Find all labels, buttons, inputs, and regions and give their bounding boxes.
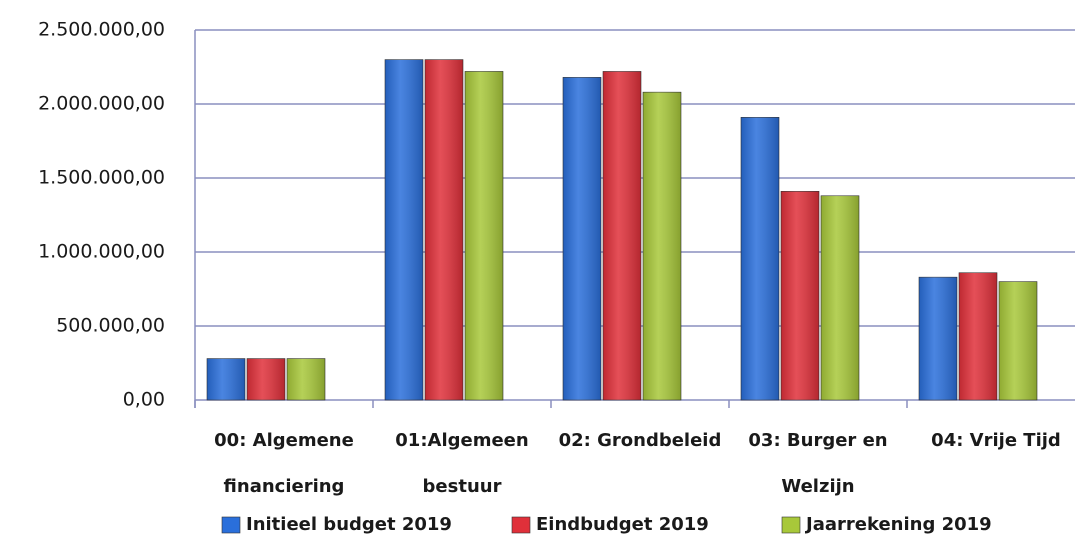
y-tick-label: 1.500.000,00 <box>38 167 165 189</box>
bar <box>286 358 326 401</box>
y-tick-label: 2.500.000,00 <box>38 19 165 41</box>
bar <box>562 77 602 401</box>
legend-swatch <box>221 516 241 534</box>
y-tick-label: 0,00 <box>123 389 165 411</box>
bar <box>998 281 1038 401</box>
legend-label: Jaarrekening 2019 <box>804 514 992 535</box>
bar <box>958 272 998 401</box>
bar <box>464 71 504 401</box>
y-tick-label: 500.000,00 <box>56 315 165 337</box>
bar <box>740 117 780 401</box>
y-tick-label: 1.000.000,00 <box>38 241 165 263</box>
x-tick-label: 02: Grondbeleid <box>559 430 722 451</box>
x-tick-label: Welzijn <box>781 476 854 497</box>
bar <box>642 91 682 401</box>
legend-swatch <box>781 516 801 534</box>
x-tick-label: 03: Burger en <box>748 430 887 451</box>
y-tick-label: 2.000.000,00 <box>38 93 165 115</box>
bar <box>424 59 464 401</box>
legend-label: Initieel budget 2019 <box>246 514 452 535</box>
bar <box>820 195 860 401</box>
bar <box>602 71 642 401</box>
legend-label: Eindbudget 2019 <box>536 514 709 535</box>
bar <box>384 59 424 401</box>
x-tick-label: 01:Algemeen <box>395 430 528 451</box>
legend-swatch <box>511 516 531 534</box>
bar <box>246 358 286 401</box>
x-tick-label: financiering <box>224 476 345 497</box>
bar <box>206 358 246 401</box>
x-tick-label: bestuur <box>423 476 502 497</box>
x-tick-label: 04: Vrije Tijd <box>931 430 1061 451</box>
x-tick-label: 00: Algemene <box>214 430 354 451</box>
bar <box>918 276 958 401</box>
bar <box>780 191 820 401</box>
